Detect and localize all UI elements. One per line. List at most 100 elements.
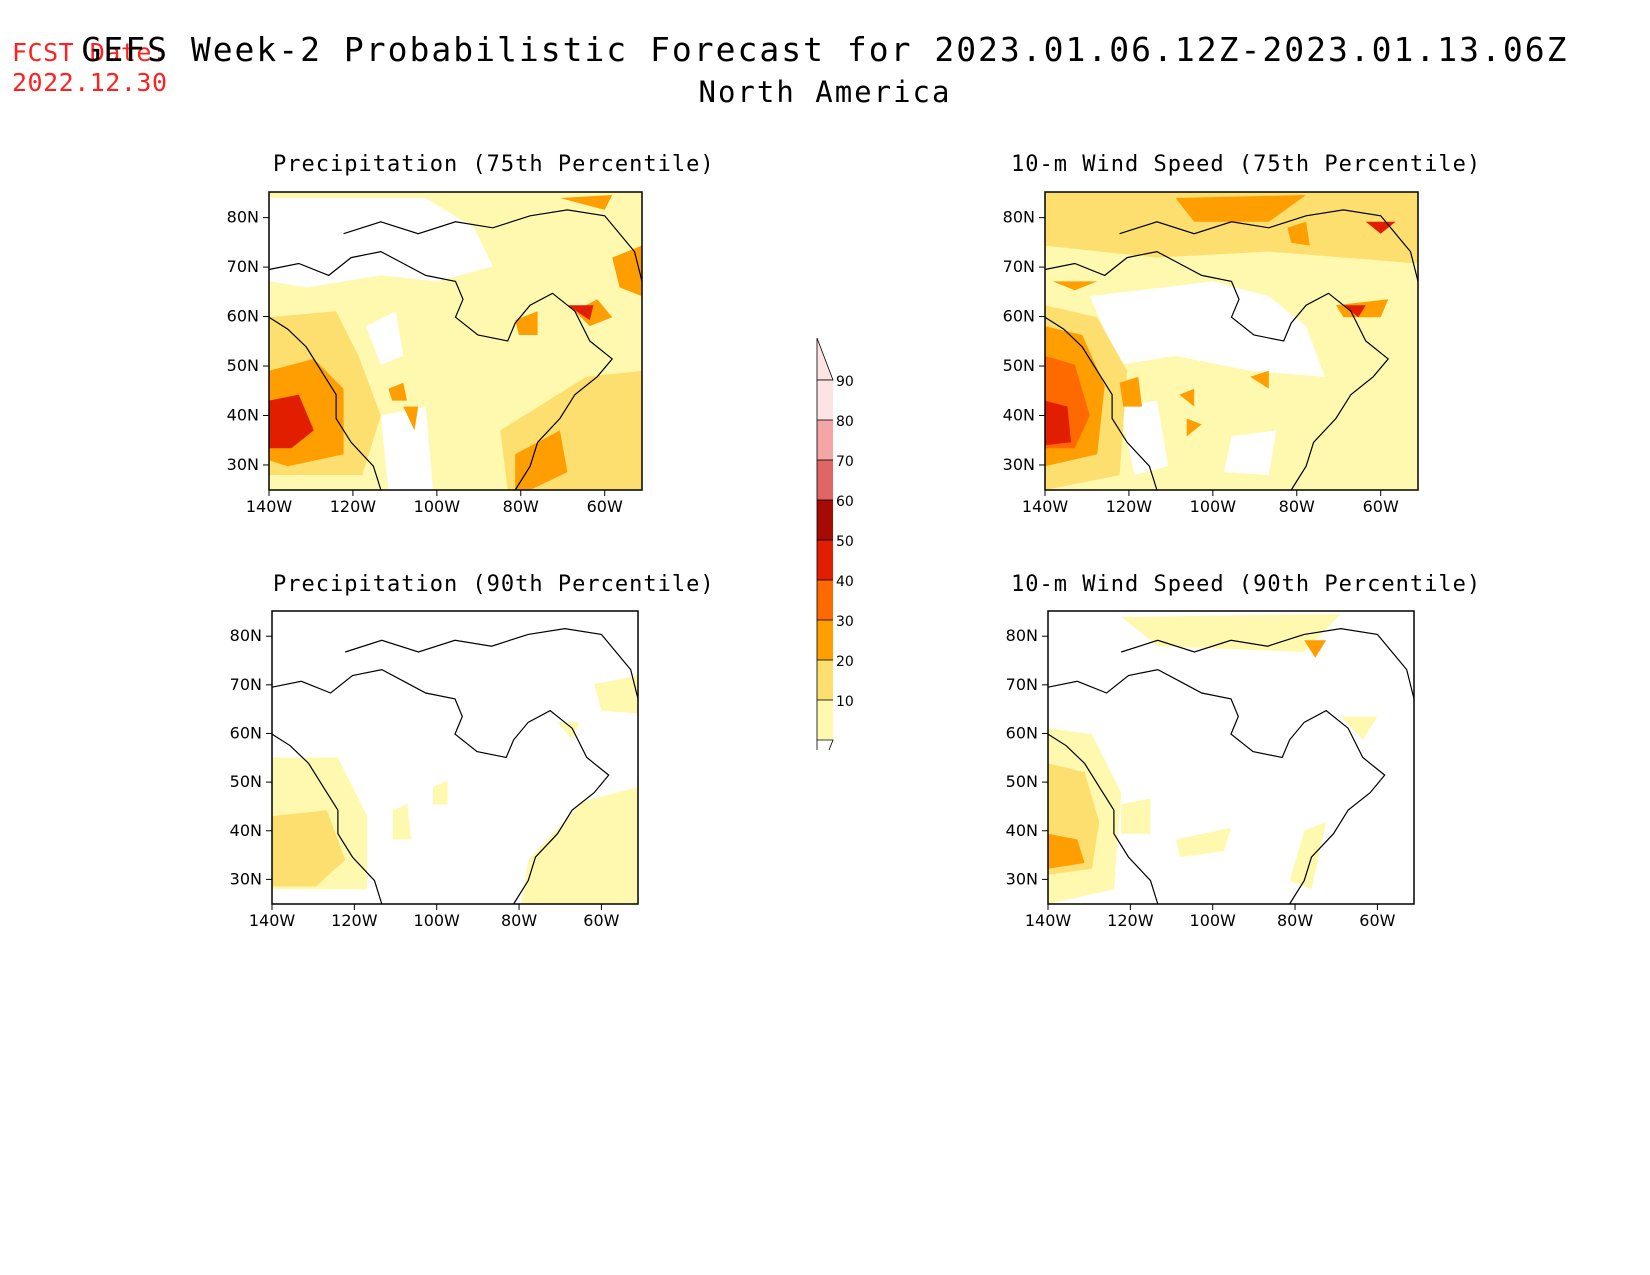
- probability-region: [388, 382, 407, 401]
- probability-region: [1289, 822, 1327, 890]
- coastline: [268, 250, 614, 491]
- colorbar-swatch: [817, 700, 833, 740]
- probability-fill-group: [1045, 192, 1418, 490]
- coastline: [343, 209, 643, 282]
- map-frame: [1047, 610, 1415, 905]
- probability-region: [1089, 281, 1325, 377]
- probability-region: [520, 786, 638, 904]
- lat-tick-label: 80N: [1006, 626, 1038, 645]
- colorbar-swatch: [817, 500, 833, 540]
- probability-region: [433, 780, 448, 805]
- probability-region: [1121, 798, 1151, 834]
- fcst-date-value: 2022.12.30: [12, 68, 168, 97]
- coastline: [1047, 668, 1386, 905]
- colorbar-label: 40: [836, 574, 854, 590]
- forecast-date-block: FCST Date: 2022.12.30: [12, 38, 168, 98]
- coastline: [271, 668, 610, 905]
- lat-tick-label: 30N: [227, 455, 259, 474]
- probability-region: [1045, 400, 1072, 446]
- probability-region: [1176, 827, 1231, 858]
- coastline: [1044, 250, 1390, 491]
- colorbar-label: 80: [836, 414, 854, 430]
- probability-region: [1119, 376, 1142, 407]
- coastline: [271, 733, 383, 905]
- colorbar-swatch: [817, 540, 833, 580]
- colorbar-swatch: [817, 380, 833, 420]
- probability-region: [1179, 388, 1195, 407]
- probability-fill-group: [269, 192, 642, 490]
- colorbar-svg: 90 80 70 60 50 40 30 20 10: [816, 337, 854, 781]
- colorbar-label: 30: [836, 614, 854, 630]
- lon-tick-label: 80W: [501, 911, 537, 930]
- probability-region: [1304, 640, 1327, 658]
- map-frame: [268, 191, 643, 491]
- lat-tick-label: 80N: [230, 626, 262, 645]
- colorbar-label: 50: [836, 534, 854, 550]
- lon-tick-label: 60W: [583, 911, 619, 930]
- lat-tick-label: 80N: [227, 208, 259, 227]
- probability-region: [515, 430, 568, 490]
- figure-subtitle: North America: [698, 75, 952, 109]
- coastline: [345, 627, 639, 700]
- lat-tick-label: 60N: [1003, 307, 1035, 326]
- map-panel-precip-90: 80N 70N 60N 50N 40N 30N 140W 120W 100W 80W 60W: [230, 610, 639, 930]
- lon-tick-label: 80W: [1277, 911, 1313, 930]
- probability-region: [1343, 305, 1366, 318]
- lat-tick-label: 30N: [1003, 455, 1035, 474]
- probability-region: [557, 722, 580, 740]
- map-svg-precip-75: 80N 70N 60N 50N 40N 30N 140W 120W 100W 80W 60W: [227, 191, 643, 516]
- lat-tick-label: 60N: [227, 307, 259, 326]
- probability-region: [1250, 370, 1269, 389]
- lon-tick-label: 80W: [1279, 497, 1315, 516]
- probability-region: [1121, 613, 1341, 652]
- lat-tick-label: 50N: [227, 356, 259, 375]
- lat-tick-label: 50N: [230, 772, 262, 791]
- figure-title: GEFS Week-2 Probabilistic Forecast for 2…: [81, 30, 1569, 69]
- lon-tick-label: 120W: [1107, 911, 1154, 930]
- coastline: [1119, 209, 1419, 282]
- probability-region: [366, 311, 404, 365]
- lat-tick-label: 40N: [227, 406, 259, 425]
- probability-region: [1048, 833, 1085, 869]
- map-svg-wind-75: 80N 70N 60N 50N 40N 30N 140W 120W 100W 80W 60W: [1003, 191, 1419, 516]
- probability-region: [269, 198, 493, 288]
- map-panel-wind-75: 80N 70N 60N 50N 40N 30N 140W 120W 100W 80W 60W: [1003, 191, 1419, 516]
- probability-region: [403, 406, 419, 431]
- panel-title-precip-90: Precipitation (90th Percentile): [273, 572, 715, 597]
- probability-region: [1340, 716, 1378, 740]
- probability-fill-group: [272, 611, 638, 904]
- lon-tick-label: 140W: [246, 497, 293, 516]
- colorbar-swatch: [817, 420, 833, 460]
- probability-region: [574, 299, 613, 327]
- lon-tick-label: 100W: [414, 911, 461, 930]
- colorbar-label: 90: [836, 374, 854, 390]
- lon-tick-label: 100W: [1190, 497, 1237, 516]
- map-panel-precip-75: 80N 70N 60N 50N 40N 30N 140W 120W 100W 80W 60W: [227, 191, 643, 516]
- colorbar-swatch: [817, 460, 833, 500]
- lat-tick-label: 70N: [227, 257, 259, 276]
- colorbar-legend: 90 80 70 60 50 40 30 20 10: [800, 330, 860, 781]
- probability-region: [1175, 195, 1307, 222]
- probability-region: [612, 245, 642, 297]
- lon-tick-label: 120W: [331, 911, 378, 930]
- panel-title-precip-75: Precipitation (75th Percentile): [273, 152, 715, 177]
- probability-region: [515, 311, 538, 335]
- lon-tick-label: 140W: [1022, 497, 1069, 516]
- probability-region: [594, 675, 638, 714]
- probability-region: [1052, 281, 1098, 291]
- lat-tick-label: 70N: [1006, 675, 1038, 694]
- probability-region: [559, 195, 613, 210]
- coastline: [1121, 627, 1415, 700]
- colorbar-swatch: [817, 580, 833, 620]
- probability-region: [1119, 400, 1169, 476]
- colorbar-label: 10: [836, 694, 854, 710]
- colorbar-top-cap: [816, 337, 834, 381]
- lat-tick-label: 50N: [1006, 772, 1038, 791]
- lon-tick-label: 100W: [414, 497, 461, 516]
- lon-tick-label: 140W: [1025, 911, 1072, 930]
- lon-tick-label: 120W: [330, 497, 377, 516]
- lat-tick-label: 40N: [1003, 406, 1035, 425]
- probability-region: [1287, 221, 1310, 246]
- lon-tick-label: 140W: [249, 911, 296, 930]
- lon-tick-label: 80W: [503, 497, 539, 516]
